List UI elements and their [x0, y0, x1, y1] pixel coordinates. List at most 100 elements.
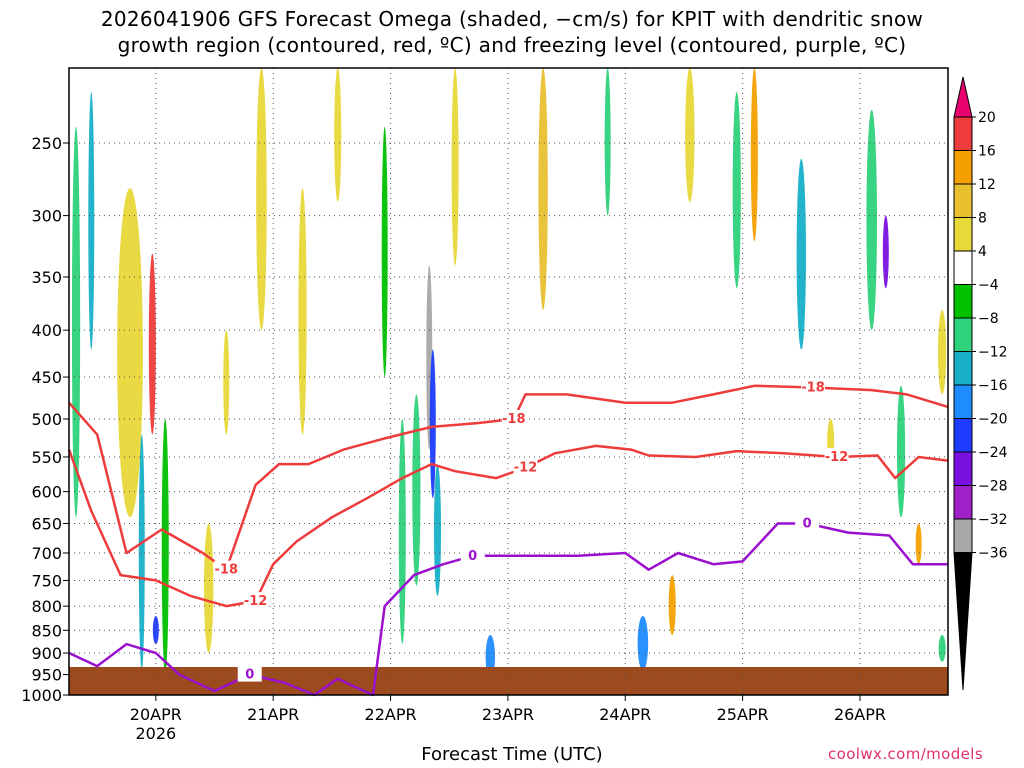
colorbar-label-10: −24	[978, 445, 1008, 461]
colorbar-bin-4	[953, 217, 973, 252]
y-tick-label-250: 250	[31, 134, 62, 153]
source-credit: coolwx.com/models	[828, 745, 984, 763]
colorbar-bin-5	[953, 250, 973, 285]
colorbar-label-12: −32	[978, 512, 1008, 528]
colorbar-label-0: 20	[978, 110, 996, 126]
y-tick-label-600: 600	[31, 483, 62, 502]
omega-cell-24	[685, 68, 695, 203]
omega-cell-32	[915, 523, 922, 565]
y-tick-label-400: 400	[31, 321, 62, 340]
y-tick-label-850: 850	[31, 621, 62, 640]
y-tick-label-950: 950	[31, 666, 62, 685]
contour-label-bg-2-0	[237, 665, 262, 682]
contour-label-bg-2-2	[795, 514, 820, 531]
contour-2	[68, 522, 948, 697]
omega-cell-10	[298, 188, 307, 435]
chart-title-line-1: 2026041906 GFS Forecast Omega (shaded, −…	[100, 7, 924, 31]
chart-title-line-2: growth region (contoured, red, ºC) and f…	[117, 33, 907, 57]
colorbar-label-8: −16	[978, 378, 1008, 394]
omega-cell-31	[896, 385, 906, 518]
contour-label-0-0: -18	[215, 563, 239, 578]
omega-cell-16	[429, 349, 436, 499]
contour-label-1-1: -12	[514, 461, 538, 476]
omega-cell-27	[796, 158, 806, 350]
colorbar-label-4: 4	[978, 244, 987, 260]
x-axis-label: Forecast Time (UTC)	[421, 744, 603, 765]
colorbar-label-2: 12	[978, 177, 996, 193]
contour-label-1-2: -12	[825, 450, 849, 465]
omega-cell-1	[88, 92, 95, 350]
colorbar-label-11: −28	[978, 479, 1008, 495]
colorbar-bin-10	[953, 418, 973, 453]
x-tick-label-26APR: 26APR	[834, 705, 886, 724]
colorbar-bin-8	[953, 351, 973, 386]
omega-cell-22	[637, 615, 649, 671]
omega-cell-29	[866, 109, 877, 331]
colorbar-bin-3	[953, 183, 973, 218]
contour-label-bg-1-0	[243, 592, 268, 609]
colorbar-bin-2	[953, 150, 973, 185]
omega-cell-8	[223, 330, 230, 435]
x-tick-label-22APR: 22APR	[365, 705, 417, 724]
contour-label-2-0: 0	[245, 668, 254, 683]
colorbar-bin-6	[953, 284, 973, 319]
contour-label-bg-0-2	[801, 378, 826, 395]
colorbar-label-1: 16	[978, 144, 996, 160]
y-tick-label-1000: 1000	[21, 686, 62, 705]
omega-cell-9	[256, 68, 267, 331]
omega-cell-25	[732, 92, 741, 289]
y-tick-label-700: 700	[31, 544, 62, 563]
x-tick-label-23APR: 23APR	[482, 705, 534, 724]
omega-cell-33	[938, 634, 946, 662]
colorbar-bin-11	[953, 451, 973, 486]
omega-cell-7	[203, 523, 214, 654]
colorbar-bin-12	[953, 485, 973, 520]
y-tick-label-450: 450	[31, 368, 62, 387]
contour-label-1-0: -12	[244, 594, 268, 609]
y-tick-label-900: 900	[31, 644, 62, 663]
contour-label-bg-2-1	[460, 546, 485, 563]
colorbar-bin-13	[953, 518, 973, 553]
x-tick-label-25APR: 25APR	[717, 705, 769, 724]
omega-cell-6	[152, 615, 159, 645]
x-year-label: 2026	[135, 724, 176, 743]
omega-cell-30	[882, 215, 889, 289]
y-tick-label-650: 650	[31, 514, 62, 533]
omega-cell-12	[381, 126, 388, 378]
colorbar-bin-7	[953, 317, 973, 352]
omega-cell-2	[117, 188, 143, 518]
y-tick-label-500: 500	[31, 410, 62, 429]
terrain-surface	[69, 667, 948, 695]
x-tick-label-24APR: 24APR	[599, 705, 651, 724]
colorbar-label-7: −12	[978, 345, 1008, 361]
omega-cell-21	[604, 68, 611, 216]
colorbar-top-arrow	[953, 76, 973, 118]
x-axis-date-ticks: 20APR 21APR 22APR 23APR 24APR 25APR 26APR 2026	[130, 695, 886, 743]
contour-label-bg-0-0	[214, 560, 239, 577]
contour-0	[68, 384, 949, 571]
colorbar-label-5: −4	[978, 278, 999, 294]
omega-cell-14	[412, 394, 421, 586]
y-tick-label-300: 300	[31, 207, 62, 226]
contour-label-bg-0-1	[501, 410, 526, 426]
y-tick-label-750: 750	[31, 571, 62, 590]
plot-frame	[68, 67, 949, 696]
colorbar-label-6: −8	[978, 311, 999, 327]
y-tick-label-350: 350	[31, 268, 62, 287]
omega-shading-layer	[71, 67, 947, 679]
y-tick-label-800: 800	[31, 597, 62, 616]
omega-cell-20	[538, 68, 548, 310]
contour-label-bg-1-1	[513, 458, 538, 475]
colorbar-bin-1	[953, 116, 973, 151]
omega-cell-4	[138, 434, 145, 671]
contour-1	[67, 444, 949, 608]
colorbar-label-9: −20	[978, 412, 1008, 428]
omega-cell-3	[148, 253, 156, 435]
omega-cell-18	[451, 67, 459, 266]
colorbar-bottom-arrow	[953, 552, 973, 691]
omega-cell-17	[433, 464, 442, 597]
y-axis-pressure-ticks: 250 300 350 400 450 500 550 600 650 700 750 800 850 9…	[21, 134, 69, 705]
omega-cell-11	[334, 68, 342, 203]
omega-cell-13	[398, 419, 406, 645]
temperature-contours: -18 -18 -18 -12 -12 -12 0 0 0	[67, 378, 949, 697]
